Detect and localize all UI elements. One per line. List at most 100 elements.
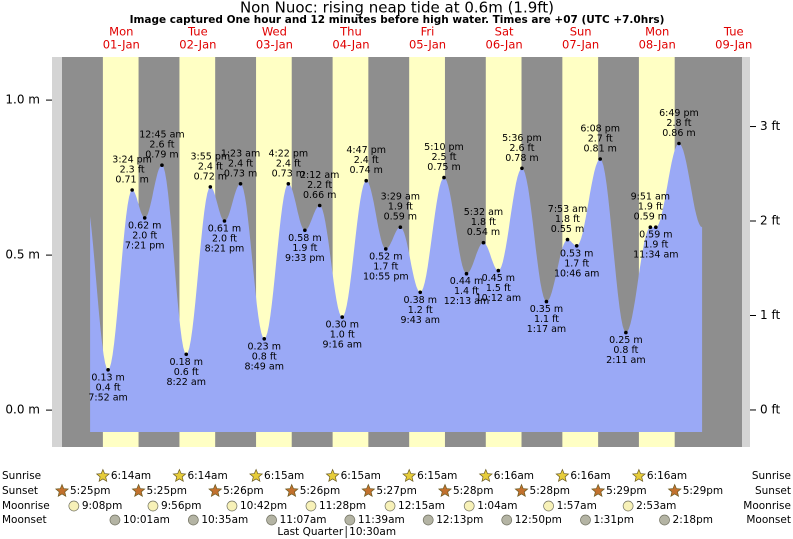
- event-time: 5:25pm: [70, 485, 110, 497]
- tide-label: 10:12 am: [476, 293, 521, 304]
- event-icon: [208, 483, 223, 498]
- tide-label: 0.55 m: [551, 224, 584, 235]
- event-time: 1:57am: [557, 500, 597, 512]
- tide-point: [464, 271, 469, 276]
- day-date: 03-Jan: [256, 38, 293, 52]
- event-icon: [226, 500, 238, 512]
- event-icon: [659, 514, 670, 526]
- tide-label: 2.0 ft: [132, 230, 157, 241]
- tide-label: 7:53 am: [548, 204, 587, 215]
- tide-label: 0.30 m: [326, 320, 359, 331]
- tide-label: 1.7 ft: [373, 261, 398, 272]
- tide-point: [442, 175, 446, 180]
- tide-label: 0.52 m: [369, 251, 402, 262]
- chart-subtitle: Image captured One hour and 12 minutes b…: [130, 14, 665, 26]
- event-time: 11:28pm: [319, 500, 366, 512]
- event-icon: [580, 514, 591, 526]
- tide-label: 10:46 am: [554, 268, 599, 279]
- tide-label: 10:55 pm: [363, 271, 409, 282]
- tide-label: 0.66 m: [303, 190, 336, 201]
- tide-label: 6:08 pm: [580, 123, 620, 134]
- event-icon: [325, 468, 340, 483]
- day-date: 02-Jan: [179, 38, 216, 52]
- tide-label: 7:21 pm: [125, 240, 165, 251]
- event-icon: [95, 468, 110, 483]
- tide-point: [598, 157, 603, 161]
- tide-point: [496, 268, 501, 273]
- event-time: 12:50pm: [515, 514, 562, 526]
- tide-point: [565, 237, 570, 242]
- tide-label: 0.6 ft: [174, 367, 199, 378]
- event-row-label: Sunrise: [2, 470, 41, 482]
- event-icon: [555, 468, 570, 483]
- event-row-label: Sunset: [2, 485, 38, 497]
- tide-point: [418, 290, 423, 295]
- event-icon: [54, 483, 70, 498]
- tide-label: 2.7 ft: [588, 133, 613, 144]
- tide-label: 11:34 am: [633, 250, 678, 261]
- event-time: 5:28pm: [530, 485, 570, 497]
- tide-label: 5:32 am: [464, 207, 503, 218]
- tide-label: 1.2 ft: [408, 305, 433, 316]
- event-time: 10:42pm: [240, 500, 287, 512]
- tide-label: 8:49 am: [245, 361, 284, 372]
- day-date: 04-Jan: [332, 38, 369, 52]
- tide-label: 1.9 ft: [388, 202, 413, 213]
- tide-point: [383, 247, 388, 251]
- tide-point: [222, 219, 227, 223]
- event-icon: [305, 500, 317, 512]
- event-icon: [422, 514, 434, 526]
- event-icon: [667, 483, 682, 498]
- event-icon: [249, 468, 264, 483]
- tide-label: 1.8 ft: [555, 214, 580, 225]
- y2-tick-label: 1 ft: [760, 308, 780, 322]
- tide-label: 0.54 m: [467, 227, 500, 238]
- y-tick-label: 1.0 m: [5, 93, 40, 107]
- tide-point: [364, 178, 369, 183]
- day-date: 05-Jan: [409, 38, 446, 52]
- tide-label: 1.8 ft: [471, 217, 496, 228]
- tide-label: 4:47 pm: [346, 145, 386, 156]
- tide-label: 0.35 m: [530, 304, 563, 315]
- tide-label: 3:24 pm: [112, 154, 152, 165]
- tide-label: 0.62 m: [128, 220, 161, 231]
- tide-label: 0.75 m: [427, 162, 460, 173]
- day-name: Wed: [262, 25, 287, 39]
- event-row-label: Moonrise: [2, 500, 50, 512]
- tide-label: 0.23 m: [248, 341, 281, 352]
- event-time: 11:07am: [280, 514, 327, 526]
- tide-label: 8:22 am: [167, 377, 206, 388]
- event-time: 6:15am: [417, 470, 457, 482]
- tide-label: 3:55 pm: [191, 151, 231, 162]
- tide-point: [544, 299, 549, 304]
- event-time: 10:01am: [123, 514, 170, 526]
- event-time: 5:25pm: [147, 485, 187, 497]
- tide-label: 0.58 m: [288, 233, 321, 244]
- tide-point: [262, 337, 267, 341]
- event-row-label: Sunset: [755, 485, 791, 497]
- day-date: 01-Jan: [103, 38, 140, 52]
- tide-label: 0.71 m: [115, 174, 148, 185]
- event-time: 9:56pm: [161, 500, 201, 512]
- tide-label: 0.59 m: [639, 230, 672, 241]
- day-date: 06-Jan: [486, 38, 523, 52]
- tide-point: [648, 225, 653, 229]
- tide-label: 0.44 m: [450, 276, 483, 287]
- event-icon: [631, 468, 646, 483]
- tide-label: 0.73 m: [224, 168, 257, 179]
- event-icon: [344, 514, 356, 526]
- tide-label: 2.4 ft: [354, 155, 379, 166]
- event-icon: [478, 468, 493, 483]
- tide-label: 2.6 ft: [509, 143, 534, 154]
- event-time: 12:13pm: [436, 514, 483, 526]
- tide-point: [142, 216, 147, 220]
- tide-label: 9:51 am: [631, 192, 670, 203]
- moon-phase-name: Last Quarter: [277, 526, 343, 538]
- tide-label: 0.61 m: [208, 223, 241, 234]
- event-row-label: Moonrise: [743, 500, 791, 512]
- event-time: 1:04am: [477, 500, 517, 512]
- tide-label: 0.18 m: [170, 357, 203, 368]
- y2-tick-label: 3 ft: [760, 119, 780, 133]
- day-name: Tue: [723, 25, 744, 39]
- tide-label: 8:21 pm: [205, 243, 245, 254]
